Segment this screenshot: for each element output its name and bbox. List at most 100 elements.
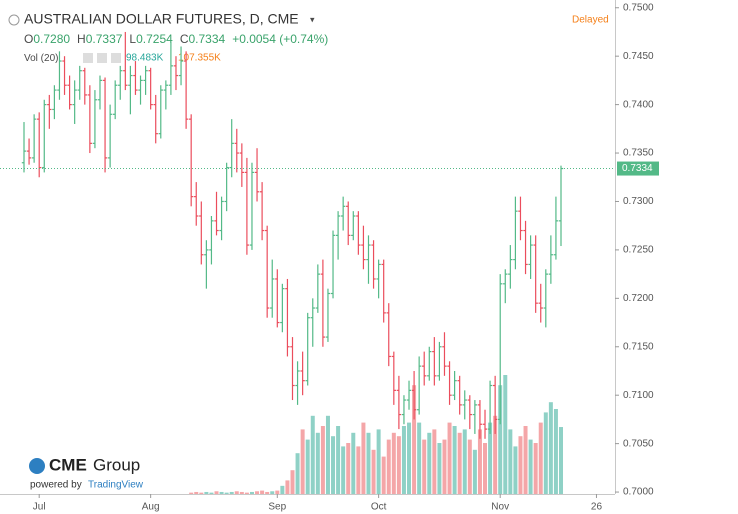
logo: CME Group powered by TradingView (29, 455, 144, 491)
volume-bar (559, 427, 563, 494)
x-tick-label: Sep (268, 502, 286, 513)
volume-bar (341, 446, 346, 494)
close-icon[interactable] (111, 53, 121, 63)
y-tick-label: 0.7500 (623, 2, 654, 13)
volume-bar (239, 491, 244, 494)
volume-bar (346, 443, 351, 494)
volume-bar (523, 426, 528, 494)
ohlc-value: 0.7280 (33, 32, 70, 46)
volume-bar (244, 492, 249, 494)
volume-bar (336, 426, 341, 494)
volume-bar (437, 443, 442, 494)
volume-bar (422, 439, 427, 494)
volume-bar (305, 439, 310, 494)
settings-icon[interactable] (97, 53, 107, 63)
volume-legend: Vol (20) (24, 53, 58, 64)
ohlc-legend: O0.7280 H0.7337 L0.7254 C0.7334 +0.0054 (+0.… (24, 32, 328, 46)
change: +0.0054 (+0.74%) (232, 32, 328, 46)
volume-bars (189, 375, 563, 494)
ohlc-value: 0.7254 (136, 32, 173, 46)
volume-bar (528, 439, 533, 494)
last-price-box (617, 161, 659, 176)
volume-bar (503, 375, 508, 494)
y-tick-label: 0.7050 (623, 438, 654, 449)
volume-bar (553, 409, 558, 494)
volume-bar (518, 436, 523, 494)
volume-bar (452, 426, 457, 494)
volume-bar (224, 492, 229, 494)
volume-bar (219, 491, 224, 494)
logo-brand: CME (49, 455, 87, 474)
volume-bar (209, 492, 214, 494)
volume-bar (194, 491, 199, 494)
volume-bar (493, 415, 498, 494)
volume-bar (467, 439, 472, 494)
volume-bar (366, 432, 371, 494)
volume-value: 98.483K (126, 53, 164, 64)
x-tick-label: 26 (591, 502, 603, 513)
volume-bar (498, 385, 503, 494)
y-tick-label: 0.7250 (623, 245, 654, 256)
volume-ma: 107.355K (178, 53, 221, 64)
ohlc-label: O (24, 32, 33, 46)
delayed-status: Delayed (572, 15, 609, 26)
volume-bar (249, 491, 254, 494)
volume-bar (548, 402, 553, 494)
volume-bar (442, 439, 447, 494)
x-tick-label: Aug (142, 502, 160, 513)
volume-bar (331, 436, 336, 494)
volume-bar (381, 456, 386, 494)
volume-bar (351, 432, 356, 494)
volume-bar (538, 422, 543, 494)
volume-bar (320, 426, 325, 494)
y-tick-label: 0.7450 (623, 51, 654, 62)
y-tick-label: 0.7100 (623, 390, 654, 401)
volume-bar (265, 491, 270, 494)
volume-bar (483, 443, 488, 494)
volume-bar (371, 449, 376, 494)
last-price-label: 0.7334 (622, 163, 653, 174)
volume-bar (533, 443, 538, 494)
y-tick-label: 0.7150 (623, 341, 654, 352)
volume-bar (457, 432, 462, 494)
logo-globe (29, 458, 45, 474)
volume-bar (472, 449, 477, 494)
volume-bar (260, 490, 265, 494)
volume-bar (199, 492, 204, 494)
ohlc-label: C (180, 32, 189, 46)
dropdown-icon: ▾ (310, 14, 315, 24)
volume-bar (391, 432, 396, 494)
ohlc-value: 0.7337 (86, 32, 123, 46)
y-tick-label: 0.7000 (623, 487, 654, 498)
volume-bar (513, 446, 518, 494)
volume-bar (447, 422, 452, 494)
ohlc-label: H (77, 32, 86, 46)
volume-bar (270, 491, 275, 494)
volume-bar (396, 436, 401, 494)
logo-name: Group (93, 455, 140, 474)
volume-bar (386, 439, 391, 494)
volume-bar (412, 385, 417, 494)
volume-bar (432, 429, 437, 494)
volume-bar (477, 429, 482, 494)
volume-bar (290, 470, 295, 494)
volume-bar (462, 429, 467, 494)
volume-bar (543, 412, 548, 494)
volume-bar (275, 490, 280, 494)
volume-bar (214, 491, 219, 494)
y-tick-label: 0.7350 (623, 148, 654, 159)
y-tick-label: 0.7400 (623, 99, 654, 110)
y-tick-label: 0.7300 (623, 196, 654, 207)
x-tick-label: Jul (33, 502, 46, 513)
symbol-icon (8, 14, 20, 26)
volume-bar (376, 429, 381, 494)
legend-title: AUSTRALIAN DOLLAR FUTURES, D, CME (24, 11, 299, 27)
y-tick-label: 0.7200 (623, 293, 654, 304)
volume-bar (229, 491, 234, 494)
volume-bar (315, 432, 320, 494)
volume-bar (508, 429, 513, 494)
volume-bar (280, 485, 285, 494)
eye-icon[interactable] (83, 53, 93, 63)
volume-label: Vol (20) (24, 53, 58, 64)
